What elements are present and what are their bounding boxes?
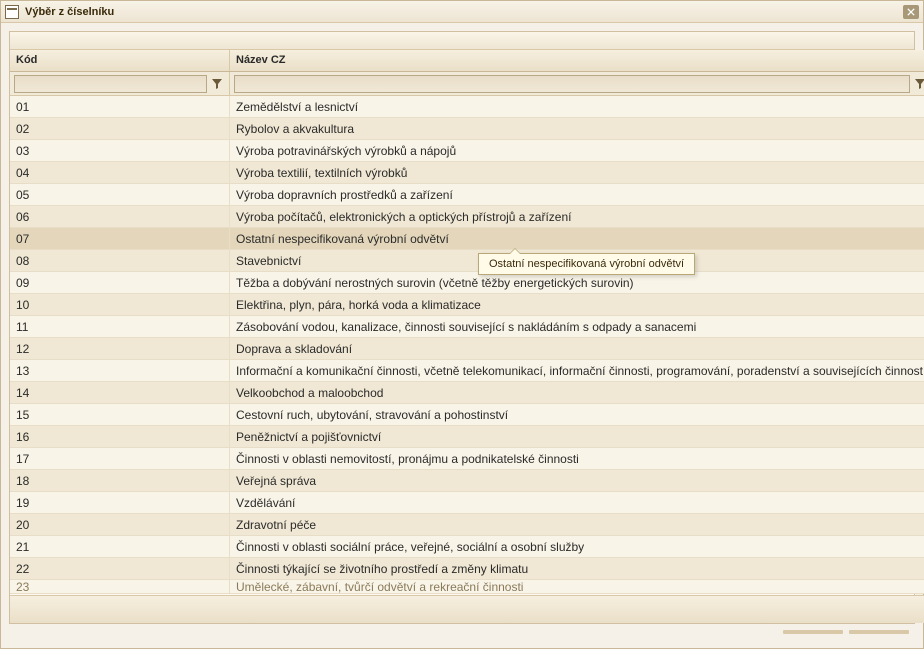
cell-name: Elektřina, plyn, pára, horká voda a klim… — [230, 294, 924, 315]
cell-code: 10 — [10, 294, 230, 315]
grid-wrap: Kód Název CZ — [10, 50, 914, 623]
cell-name: Zdravotní péče — [230, 514, 924, 535]
table-row[interactable]: 20Zdravotní péče — [10, 514, 924, 536]
grid-rows: 01Zemědělství a lesnictví02Rybolov a akv… — [10, 96, 924, 595]
filter-cell-name — [230, 72, 924, 95]
titlebar: Výběr z číselníku — [1, 1, 923, 23]
cell-name: Vzdělávání — [230, 492, 924, 513]
cell-code: 16 — [10, 426, 230, 447]
cell-name: Výroba dopravních prostředků a zařízení — [230, 184, 924, 205]
bottom-seg — [783, 630, 843, 634]
window-title: Výběr z číselníku — [25, 6, 903, 18]
table-row[interactable]: 21Činnosti v oblasti sociální práce, veř… — [10, 536, 924, 558]
tooltip-text: Ostatní nespecifikovaná výrobní odvětví — [489, 258, 684, 270]
grid-panel: Kód Název CZ — [9, 31, 915, 624]
filter-cell-code — [10, 72, 230, 95]
cell-code: 05 — [10, 184, 230, 205]
table-row[interactable]: 16Peněžnictví a pojišťovnictví — [10, 426, 924, 448]
cell-code: 01 — [10, 96, 230, 117]
cell-code: 02 — [10, 118, 230, 139]
table-row[interactable]: 07Ostatní nespecifikovaná výrobní odvětv… — [10, 228, 924, 250]
cell-name: Činnosti týkající se životního prostředí… — [230, 558, 924, 579]
cell-name: Cestovní ruch, ubytování, stravování a p… — [230, 404, 924, 425]
cell-name: Zemědělství a lesnictví — [230, 96, 924, 117]
table-row[interactable]: 09Těžba a dobývání nerostných surovin (v… — [10, 272, 924, 294]
table-row[interactable]: 10Elektřina, plyn, pára, horká voda a kl… — [10, 294, 924, 316]
table-row[interactable]: 12Doprava a skladování — [10, 338, 924, 360]
table-row[interactable]: 17Činnosti v oblasti nemovitostí, pronáj… — [10, 448, 924, 470]
table-row[interactable]: 14Velkoobchod a maloobchod — [10, 382, 924, 404]
table-row[interactable]: 15Cestovní ruch, ubytování, stravování a… — [10, 404, 924, 426]
grid: Kód Název CZ — [10, 50, 924, 623]
cell-code: 13 — [10, 360, 230, 381]
cell-name: Výroba potravinářských výrobků a nápojů — [230, 140, 924, 161]
grid-filter-row — [10, 72, 924, 96]
cell-name: Činnosti v oblasti nemovitostí, pronájmu… — [230, 448, 924, 469]
table-row[interactable]: 01Zemědělství a lesnictví — [10, 96, 924, 118]
bottom-strip — [9, 624, 915, 640]
table-row[interactable]: 03Výroba potravinářských výrobků a nápoj… — [10, 140, 924, 162]
cell-code: 06 — [10, 206, 230, 227]
cell-name: Peněžnictví a pojišťovnictví — [230, 426, 924, 447]
cell-name: Velkoobchod a maloobchod — [230, 382, 924, 403]
window-icon — [5, 5, 19, 19]
cell-code: 14 — [10, 382, 230, 403]
cell-name: Veřejná správa — [230, 470, 924, 491]
table-row[interactable]: 04Výroba textilií, textilních výrobků — [10, 162, 924, 184]
cell-name: Těžba a dobývání nerostných surovin (vče… — [230, 272, 924, 293]
cell-name: Informační a komunikační činnosti, včetn… — [230, 360, 924, 381]
table-row[interactable]: 23Umělecké, zábavní, tvůrčí odvětví a re… — [10, 580, 924, 594]
cell-name: Doprava a skladování — [230, 338, 924, 359]
cell-code: 20 — [10, 514, 230, 535]
dialog-window: Výběr z číselníku Kód Název CZ — [0, 0, 924, 649]
grid-header: Kód Název CZ — [10, 50, 924, 72]
cell-name: Zásobování vodou, kanalizace, činnosti s… — [230, 316, 924, 337]
table-row[interactable]: 05Výroba dopravních prostředků a zařízen… — [10, 184, 924, 206]
cell-code: 18 — [10, 470, 230, 491]
cell-code: 08 — [10, 250, 230, 271]
cell-code: 11 — [10, 316, 230, 337]
tooltip: Ostatní nespecifikovaná výrobní odvětví — [478, 253, 695, 275]
close-icon — [907, 8, 915, 16]
table-row[interactable]: 02Rybolov a akvakultura — [10, 118, 924, 140]
filter-icon[interactable] — [209, 76, 225, 92]
filter-input-code[interactable] — [14, 75, 207, 93]
table-row[interactable]: 06Výroba počítačů, elektronických a opti… — [10, 206, 924, 228]
bottom-seg — [849, 630, 909, 634]
cell-name: Výroba počítačů, elektronických a optick… — [230, 206, 924, 227]
filter-icon[interactable] — [912, 76, 924, 92]
toolbar-strip — [10, 32, 914, 50]
grid-footer-spacer — [10, 595, 924, 623]
table-row[interactable]: 08Stavebnictví — [10, 250, 924, 272]
cell-name: Ostatní nespecifikovaná výrobní odvětví — [230, 228, 924, 249]
cell-name: Činnosti v oblasti sociální práce, veřej… — [230, 536, 924, 557]
cell-code: 23 — [10, 580, 230, 593]
cell-code: 03 — [10, 140, 230, 161]
cell-code: 09 — [10, 272, 230, 293]
cell-code: 15 — [10, 404, 230, 425]
close-button[interactable] — [903, 5, 919, 19]
header-name[interactable]: Název CZ — [230, 50, 924, 71]
cell-name: Umělecké, zábavní, tvůrčí odvětví a rekr… — [230, 580, 924, 593]
table-row[interactable]: 11Zásobování vodou, kanalizace, činnosti… — [10, 316, 924, 338]
content-area: Kód Název CZ — [1, 23, 923, 648]
cell-name: Výroba textilií, textilních výrobků — [230, 162, 924, 183]
header-code[interactable]: Kód — [10, 50, 230, 71]
cell-code: 07 — [10, 228, 230, 249]
cell-code: 21 — [10, 536, 230, 557]
table-row[interactable]: 22Činnosti týkající se životního prostře… — [10, 558, 924, 580]
cell-code: 19 — [10, 492, 230, 513]
cell-code: 12 — [10, 338, 230, 359]
cell-code: 22 — [10, 558, 230, 579]
table-row[interactable]: 19Vzdělávání — [10, 492, 924, 514]
cell-name: Rybolov a akvakultura — [230, 118, 924, 139]
table-row[interactable]: 13Informační a komunikační činnosti, vče… — [10, 360, 924, 382]
cell-code: 04 — [10, 162, 230, 183]
table-row[interactable]: 18Veřejná správa — [10, 470, 924, 492]
cell-code: 17 — [10, 448, 230, 469]
filter-input-name[interactable] — [234, 75, 910, 93]
